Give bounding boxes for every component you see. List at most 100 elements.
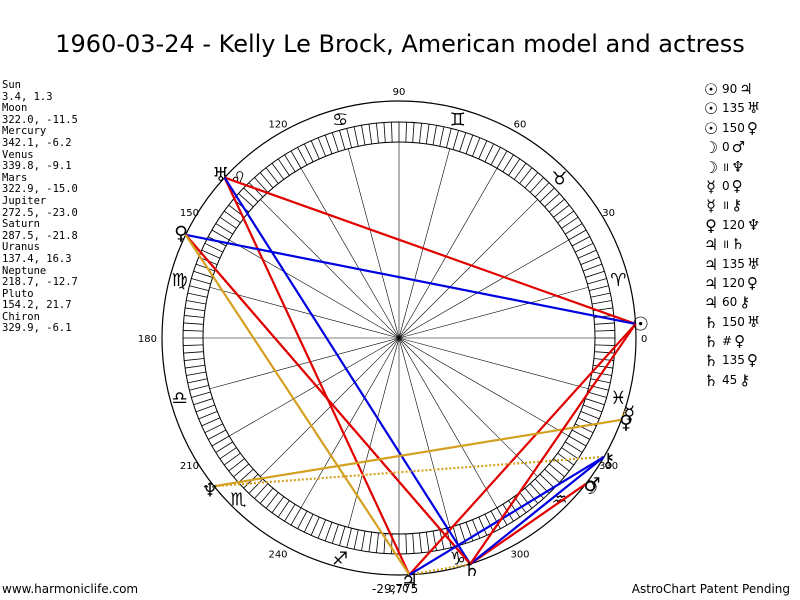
degree-tick <box>553 204 570 218</box>
aspect-row: ♃ 135 ♅ <box>702 255 798 274</box>
radial-spoke <box>300 337 400 508</box>
footer-website: www.harmoniclife.com <box>2 582 139 596</box>
planet-glyph: ♂ <box>583 474 600 496</box>
degree-tick <box>391 122 393 143</box>
degree-label: 90 <box>393 87 406 98</box>
chart-center-label: -29,775 <box>372 582 419 596</box>
aspect-planet1-glyph: ☉ <box>703 118 719 138</box>
degree-tick <box>317 137 326 157</box>
degree-tick <box>553 458 570 472</box>
planet-glyph: ☽ <box>581 477 598 499</box>
degree-tick <box>324 134 333 154</box>
degree-tick <box>439 126 445 147</box>
radial-spoke <box>229 337 400 437</box>
degree-label: 30 <box>602 208 615 219</box>
degree-tick <box>310 140 320 160</box>
planet-position: 342.1, -6.2 <box>2 136 72 149</box>
degree-tick <box>368 124 373 144</box>
aspect-row: ♄ # ♀ <box>702 332 798 351</box>
aspect-line <box>184 234 411 576</box>
degree-tick <box>591 300 612 305</box>
degree-tick <box>484 143 495 163</box>
radial-spoke <box>398 239 569 339</box>
aspect-planet1-glyph: ♃ <box>703 273 719 293</box>
degree-tick <box>183 322 204 325</box>
degree-tick <box>303 143 314 163</box>
zodiac-sign-glyph: ♊ <box>450 110 466 131</box>
aspect-planet1-glyph: ☿ <box>706 196 716 216</box>
zodiac-sign-glyph: ♏ <box>230 490 246 511</box>
degree-tick <box>228 458 245 472</box>
aspect-planet1-glyph: ☽ <box>703 138 719 158</box>
degree-tick <box>361 530 366 551</box>
degree-tick <box>568 229 587 241</box>
degree-tick <box>565 223 583 235</box>
degree-tick <box>191 391 211 398</box>
aspect-line <box>223 176 472 565</box>
degree-label: 330 <box>599 461 618 472</box>
aspect-row: ☽ ॥ ♆ <box>702 158 798 177</box>
planet-glyph: ♅ <box>212 164 229 186</box>
aspect-line <box>408 323 637 576</box>
aspect-planet2-glyph: ♀ <box>731 176 743 195</box>
aspect-planet2-glyph: ♄ <box>731 235 745 254</box>
degree-tick <box>310 516 320 536</box>
degree-tick <box>548 198 565 213</box>
degree-tick <box>193 270 213 278</box>
degree-tick <box>524 172 539 189</box>
degree-tick <box>574 242 594 253</box>
degree-tick <box>405 122 407 143</box>
degree-tick <box>219 216 237 229</box>
zodiac-sign-glyph: ♉ <box>551 168 567 189</box>
degree-tick <box>529 177 544 193</box>
degree-tick <box>425 532 430 552</box>
degree-tick <box>571 429 590 440</box>
degree-tick <box>271 163 285 180</box>
aspect-angle: ॥ <box>722 198 730 213</box>
degree-label: 0 <box>641 334 647 345</box>
degree-tick <box>502 154 514 172</box>
degree-tick <box>583 404 603 413</box>
degree-tick <box>187 378 208 384</box>
aspect-angle: 150 <box>722 314 745 329</box>
degree-tick <box>238 193 254 208</box>
degree-tick <box>238 468 254 483</box>
degree-tick <box>204 242 224 253</box>
degree-tick <box>259 172 274 189</box>
footer-credit: AstroChart Patent Pending <box>631 582 790 596</box>
planet-glyph: ⚷ <box>601 449 615 471</box>
aspect-planet1-glyph: ♄ <box>703 332 719 352</box>
aspect-angle: 120 <box>722 275 745 290</box>
degree-tick <box>590 292 611 298</box>
aspect-row: ☿ ॥ ⚷ <box>702 196 798 215</box>
aspect-row: ♀ 120 ♆ <box>702 216 798 235</box>
degree-tick <box>405 533 407 554</box>
degree-tick <box>412 122 415 143</box>
degree-tick <box>324 522 333 542</box>
degree-tick <box>331 524 339 544</box>
aspect-line <box>224 176 636 325</box>
aspect-row: ♄ 150 ♅ <box>702 313 798 332</box>
radial-spoke <box>209 337 400 390</box>
radial-spoke <box>398 337 569 437</box>
degree-tick <box>254 177 269 193</box>
degree-tick <box>189 385 209 391</box>
degree-tick <box>452 130 459 150</box>
outer-circle <box>161 100 637 576</box>
radial-spoke <box>398 337 589 390</box>
planet-position: 137.4, 16.3 <box>2 252 72 265</box>
planet-position: 3.4, 1.3 <box>2 90 53 103</box>
degree-tick <box>539 473 555 489</box>
aspect-planet2-glyph: ♅ <box>746 312 761 331</box>
aspect-planet1-glyph: ♄ <box>703 370 719 390</box>
aspect-row: ☉ 90 ♃ <box>702 80 798 99</box>
radial-spoke <box>300 168 400 339</box>
aspect-planet1-glyph: ♄ <box>703 312 719 332</box>
degree-tick <box>580 411 600 420</box>
planet-name: Saturn <box>2 218 40 231</box>
aspect-line <box>469 483 587 565</box>
degree-tick <box>446 128 452 148</box>
degree-tick <box>353 126 359 147</box>
aspect-planet2-glyph: ⚷ <box>731 196 743 215</box>
